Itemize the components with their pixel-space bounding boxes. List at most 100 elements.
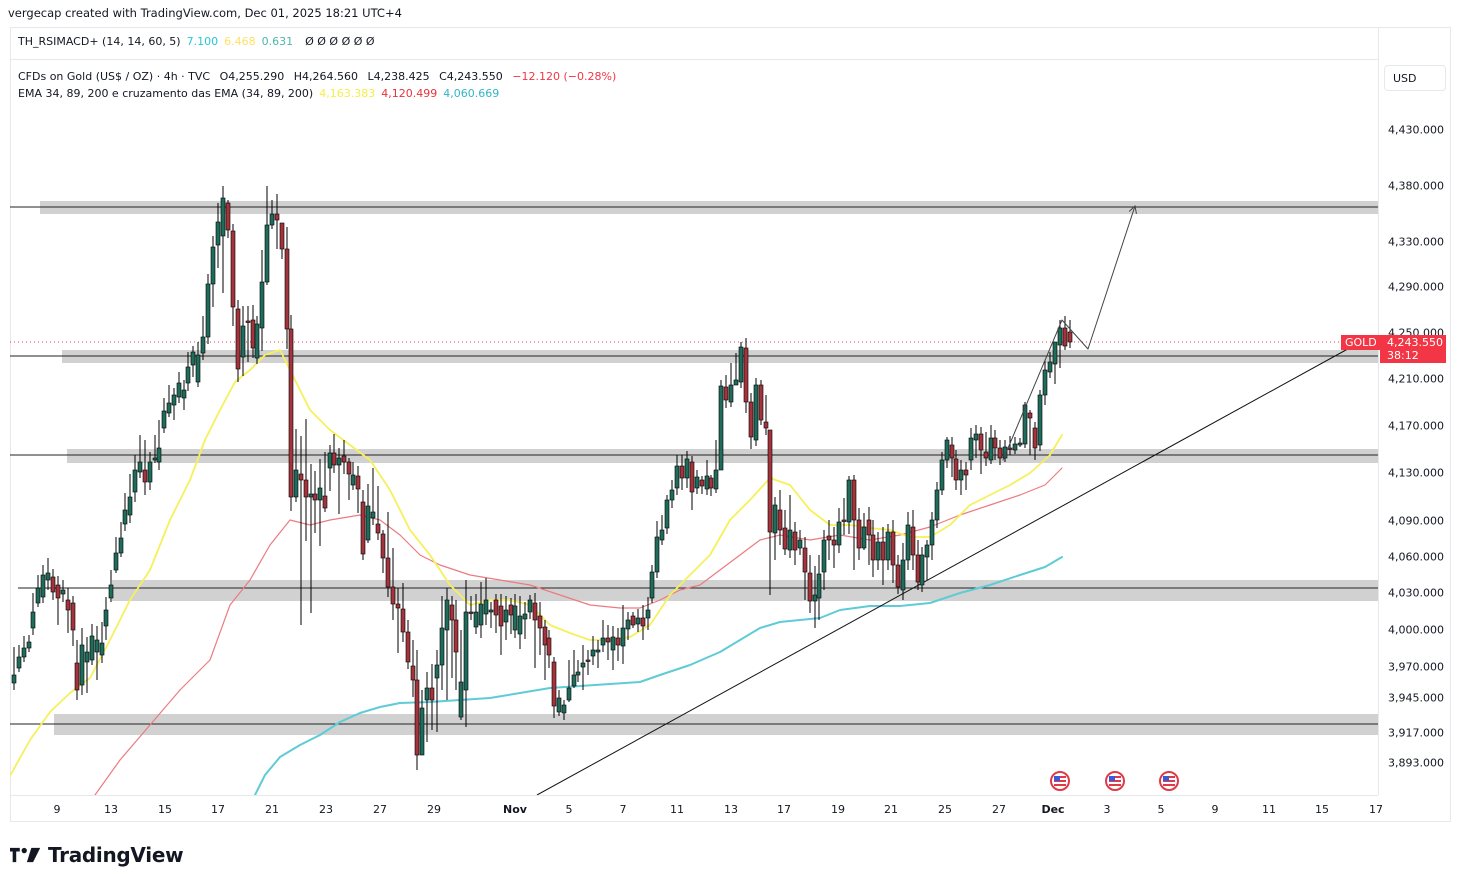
bullish-candle	[434, 664, 440, 679]
bearish-candle	[831, 539, 837, 546]
bullish-candle	[713, 469, 719, 490]
bullish-candle	[694, 476, 700, 489]
bearish-candle	[630, 615, 636, 626]
bullish-candle	[488, 609, 494, 613]
bearish-candle	[1007, 447, 1013, 450]
bullish-candle	[659, 529, 665, 541]
currency-selector[interactable]: USD	[1384, 65, 1446, 91]
bearish-candle	[802, 547, 808, 573]
bearish-candle	[953, 458, 959, 481]
bullish-candle	[424, 687, 430, 701]
symbol-name: CFDs on Gold (US$ / OZ) · 4h · TVC	[18, 70, 211, 83]
price-axis-label: 4,290.000	[1388, 280, 1444, 294]
bearish-candle	[1027, 412, 1033, 419]
bearish-candle	[689, 461, 695, 493]
price-axis-label: 4,060.000	[1388, 550, 1444, 564]
bullish-candle	[527, 599, 533, 613]
us-flag-event-icon[interactable]	[1050, 771, 1070, 791]
bullish-candle	[176, 382, 182, 398]
bullish-candle	[113, 552, 119, 571]
bearish-candle	[279, 222, 285, 250]
bearish-candle	[65, 599, 71, 611]
bullish-candle	[478, 603, 484, 626]
bullish-candle	[350, 474, 356, 486]
bullish-candle	[934, 489, 940, 521]
price-axis-label: 3,893.000	[1388, 756, 1444, 770]
indicator-values: 7.100 6.468 0.631	[187, 35, 300, 48]
indicator-value: 0.631	[261, 35, 294, 48]
bullish-candle	[264, 224, 270, 283]
bearish-candle	[870, 534, 876, 561]
bearish-candle	[841, 519, 847, 522]
bullish-candle	[108, 584, 114, 599]
bullish-candle	[161, 410, 167, 429]
tradingview-wordmark: TradingView	[48, 843, 184, 867]
bearish-candle	[910, 526, 916, 556]
support-resistance-zone	[112, 580, 1378, 601]
bullish-candle	[821, 539, 827, 573]
us-flag-event-icon[interactable]	[1159, 771, 1179, 791]
bearish-candle	[288, 328, 294, 498]
bullish-candle	[919, 554, 925, 586]
bullish-candle	[669, 489, 675, 501]
price-axis-label: 4,330.000	[1388, 235, 1444, 249]
price-axis-label: 4,090.000	[1388, 514, 1444, 528]
indicator-legend[interactable]: TH_RSIMACD+ (14, 14, 60, 5) 7.100 6.468 0.6…	[18, 35, 381, 48]
bearish-candle	[880, 541, 886, 561]
bullish-candle	[988, 437, 994, 461]
bearish-candle	[74, 662, 80, 691]
price-chart-canvas[interactable]	[10, 59, 1378, 795]
bearish-candle	[708, 477, 714, 489]
bullish-candle	[664, 499, 670, 529]
bullish-candle	[580, 662, 586, 668]
price-axis-label: 4,380.000	[1388, 179, 1444, 193]
bearish-candle	[331, 452, 337, 466]
bearish-candle	[274, 213, 280, 221]
bearish-candle	[615, 637, 621, 646]
bearish-candle	[866, 519, 872, 536]
bullish-candle	[89, 635, 95, 661]
time-axis-label: 19	[831, 803, 845, 816]
time-axis-label: 5	[565, 803, 573, 816]
bullish-candle	[517, 615, 523, 635]
bearish-candle	[400, 608, 406, 633]
bearish-candle	[792, 531, 798, 551]
bearish-candle	[763, 421, 769, 429]
bar-countdown: 38:12	[1387, 349, 1419, 362]
bullish-candle	[327, 452, 333, 469]
bullish-candle	[21, 647, 27, 658]
symbol-legend[interactable]: CFDs on Gold (US$ / OZ) · 4h · TVC O4,25…	[18, 69, 622, 102]
bearish-candle	[468, 611, 474, 614]
bearish-candle	[1062, 327, 1068, 347]
bullish-candle	[30, 611, 36, 629]
time-axis-label: 21	[265, 803, 279, 816]
bearish-candle	[949, 444, 955, 459]
bearish-candle	[983, 451, 989, 459]
bearish-candle	[284, 248, 290, 330]
bullish-candle	[254, 323, 260, 359]
bearish-candle	[410, 665, 416, 681]
ema-value: 4,163.383	[319, 86, 376, 100]
bearish-candle	[679, 465, 685, 479]
tradingview-logo[interactable]: TradingView	[10, 843, 184, 867]
bullish-candle	[684, 458, 690, 479]
bullish-candle	[645, 609, 651, 619]
time-axis[interactable]	[10, 795, 1378, 823]
bearish-candle	[1067, 331, 1073, 343]
bullish-candle	[220, 197, 226, 237]
bearish-candle	[498, 605, 504, 627]
bearish-candle	[395, 603, 401, 609]
price-axis-label: 4,430.000	[1388, 123, 1444, 137]
bearish-candle	[303, 479, 309, 498]
ohlc-change: −12.120 (−0.28%)	[512, 70, 617, 83]
bullish-candle	[600, 637, 606, 646]
bearish-candle	[585, 659, 591, 662]
us-flag-event-icon[interactable]	[1105, 771, 1125, 791]
price-axis-label: 4,130.000	[1388, 466, 1444, 480]
bearish-candle	[375, 523, 381, 534]
bullish-candle	[797, 539, 803, 549]
bearish-candle	[895, 564, 901, 588]
price-axis[interactable]	[1378, 27, 1452, 795]
price-axis-label: 4,170.000	[1388, 419, 1444, 433]
bullish-candle	[269, 213, 275, 226]
